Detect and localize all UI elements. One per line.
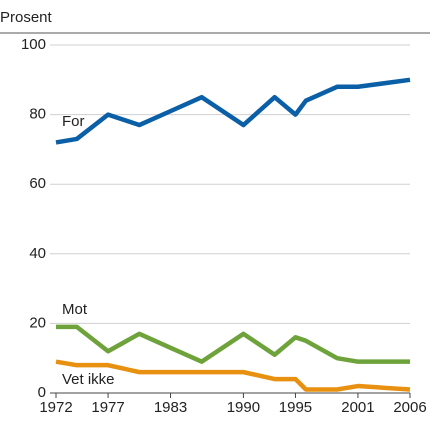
series-label: Vet ikke	[62, 371, 115, 388]
series-label: For	[62, 113, 85, 130]
y-tick-label: 80	[29, 106, 46, 123]
y-tick-label: 100	[21, 36, 46, 53]
x-tick-label: 1995	[279, 399, 312, 416]
y-tick-label: 0	[38, 384, 46, 401]
y-tick-label: 60	[29, 175, 46, 192]
y-tick-label: 20	[29, 314, 46, 331]
x-tick-label: 1990	[227, 399, 260, 416]
series-line	[56, 324, 410, 364]
x-tick-label: 1977	[91, 399, 124, 416]
y-axis-label: Prosent	[0, 9, 53, 26]
x-tick-label: 1972	[39, 399, 72, 416]
x-tick-label: 2006	[393, 399, 426, 416]
series-label: Mot	[62, 301, 88, 318]
x-tick-label: 1983	[154, 399, 187, 416]
series-line	[55, 359, 411, 392]
x-tick-label: 2001	[341, 399, 374, 416]
series-line	[55, 77, 411, 145]
y-tick-label: 40	[29, 245, 46, 262]
